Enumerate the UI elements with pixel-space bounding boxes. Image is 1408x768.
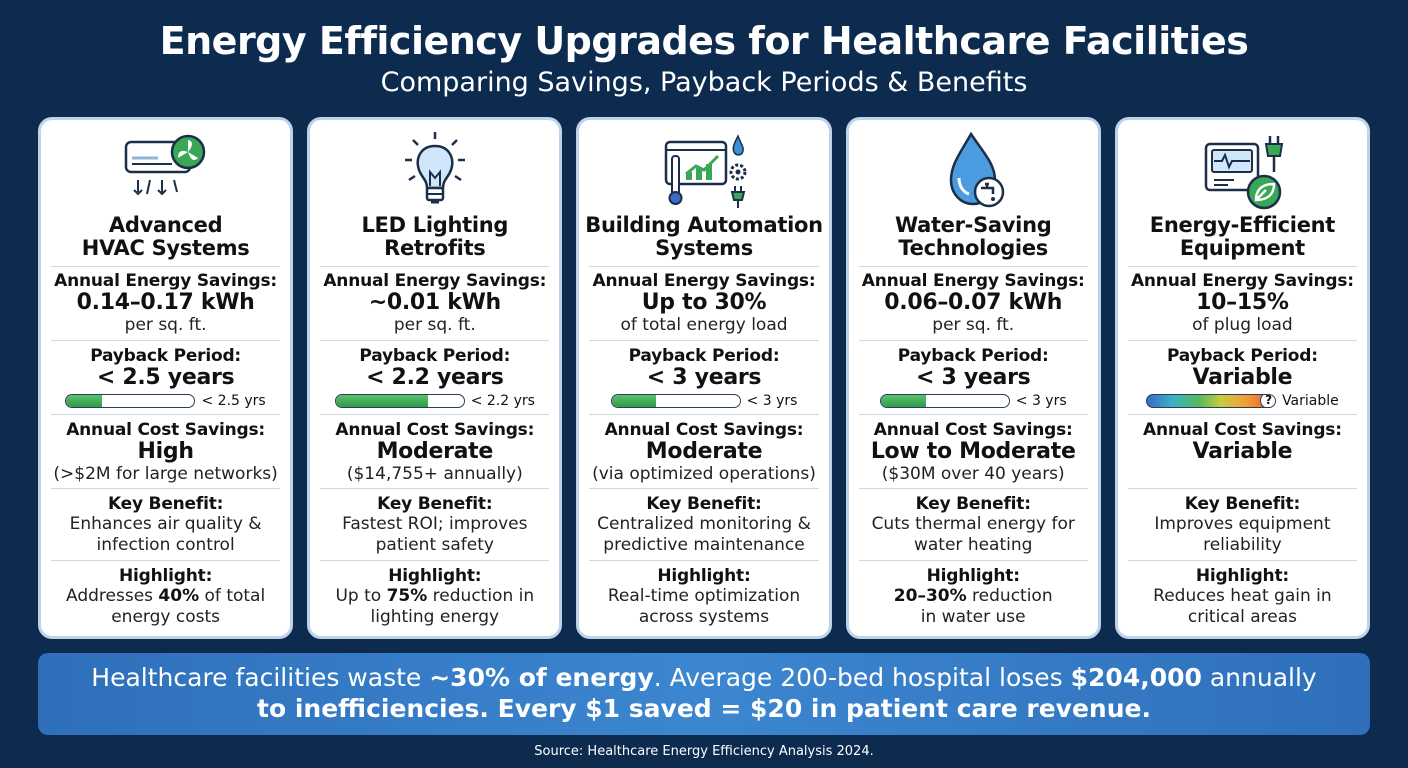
cards-row: Advanced HVAC Systems Annual Energy Savin… [38, 117, 1371, 639]
cost-savings-section: Annual Cost Savings: Moderate (via optim… [589, 414, 819, 488]
payback-variable-bar: ? [1146, 394, 1277, 408]
card-equipment: Energy-Efficient Equipment Annual Energy … [1114, 117, 1371, 639]
payback-bar [334, 394, 465, 408]
card-water: Water-Saving Technologies Annual Energy S… [845, 117, 1101, 639]
header: Energy Efficiency Upgrades for Healthcar… [0, 18, 1408, 100]
highlight-section: Highlight: Reduces heat gain in critical… [1127, 560, 1358, 634]
energy-savings-section: Annual Energy Savings: 0.14–0.17 kWh per… [51, 266, 281, 340]
payback-bar [879, 394, 1010, 408]
highlight-section: Highlight: Up to 75% reduction in lighti… [320, 560, 550, 634]
card-title: Water-Saving Technologies [894, 213, 1052, 260]
highlight-section: Highlight: Real-time optimization across… [589, 560, 819, 634]
automation-dashboard-icon [579, 128, 828, 218]
payback-section: Payback Period: < 3 years < 3 yrs [589, 340, 819, 414]
key-benefit-section: Key Benefit: Improves equipment reliabil… [1127, 488, 1358, 560]
energy-savings-section: Annual Energy Savings: ~0.01 kWh per sq.… [320, 266, 550, 340]
card-led: LED Lighting Retrofits Annual Energy Savi… [307, 117, 563, 639]
key-benefit-section: Key Benefit: Fastest ROI; improves patie… [320, 488, 550, 560]
light-bulb-icon [310, 128, 559, 218]
payback-section: Payback Period: < 2.2 years < 2.2 yrs [320, 340, 550, 414]
card-title: LED Lighting Retrofits [361, 213, 509, 260]
energy-savings-section: Annual Energy Savings: 10–15% of plug lo… [1127, 266, 1358, 340]
payback-bar [610, 394, 741, 408]
card-title: Advanced HVAC Systems [81, 213, 250, 260]
hvac-unit-icon [41, 128, 290, 218]
highlight-section: Highlight: 20–30% reduction in water use [858, 560, 1088, 634]
cost-savings-section: Annual Cost Savings: Low to Moderate ($3… [858, 414, 1088, 488]
cost-savings-section: Annual Cost Savings: Variable [1127, 414, 1358, 488]
summary-banner: Healthcare facilities waste ~30% of ener… [38, 653, 1370, 735]
key-benefit-section: Key Benefit: Cuts thermal energy for wat… [858, 488, 1088, 560]
highlight-section: Highlight: Addresses 40% of total energy… [51, 560, 281, 634]
energy-savings-section: Annual Energy Savings: Up to 30% of tota… [589, 266, 819, 340]
energy-savings-section: Annual Energy Savings: 0.06–0.07 kWh per… [858, 266, 1088, 340]
card-hvac: Advanced HVAC Systems Annual Energy Savin… [38, 117, 294, 639]
source-note: Source: Healthcare Energy Efficiency Ana… [534, 744, 874, 759]
card-title: Building Automation Systems [585, 213, 823, 260]
key-benefit-section: Key Benefit: Enhances air quality & infe… [51, 488, 281, 560]
page-subtitle: Comparing Savings, Payback Periods & Ben… [380, 67, 1028, 98]
page-title: Energy Efficiency Upgrades for Healthcar… [159, 19, 1249, 63]
card-automation: Building Automation Systems Annual Energy… [576, 117, 832, 639]
card-title: Energy-Efficient Equipment [1149, 213, 1336, 260]
cost-savings-section: Annual Cost Savings: Moderate ($14,755+ … [320, 414, 550, 488]
payback-bar [65, 394, 196, 408]
payback-section: Payback Period: < 2.5 years < 2.5 yrs [51, 340, 281, 414]
cost-savings-section: Annual Cost Savings: High (>$2M for larg… [51, 414, 281, 488]
medical-monitor-plug-icon [1118, 128, 1367, 218]
question-mark-icon: ? [1260, 395, 1276, 407]
key-benefit-section: Key Benefit: Centralized monitoring & pr… [589, 488, 819, 560]
payback-section: Payback Period: < 3 years < 3 yrs [858, 340, 1088, 414]
payback-section: Payback Period: Variable ? Variable [1127, 340, 1358, 414]
water-drop-faucet-icon [849, 128, 1098, 218]
